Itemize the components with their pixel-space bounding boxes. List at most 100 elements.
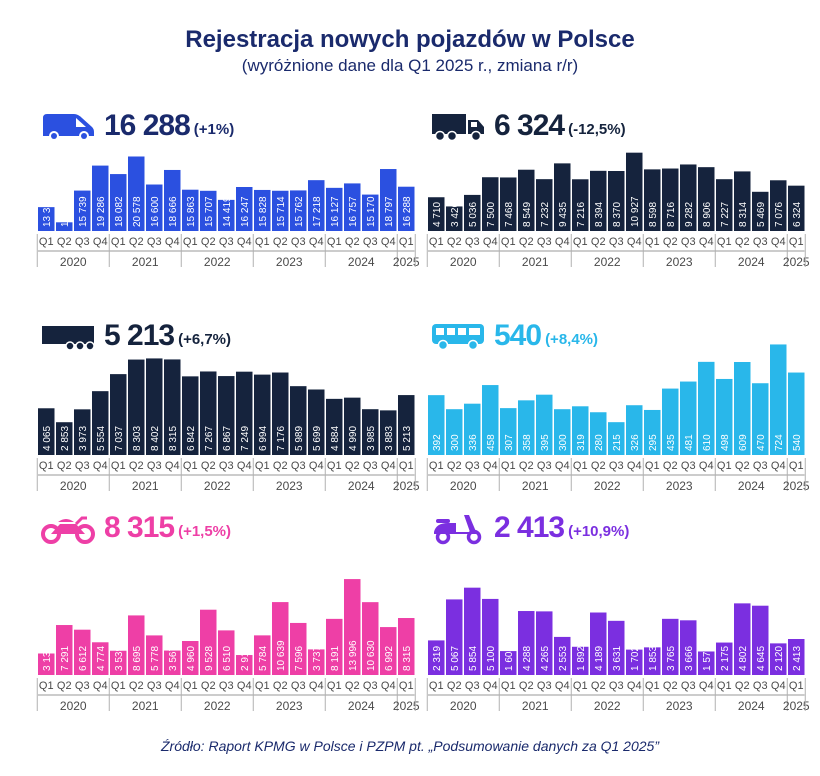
bar <box>290 190 307 231</box>
quarter-tick-label: Q1 <box>183 460 198 472</box>
bar <box>644 409 661 455</box>
quarter-tick-label: Q1 <box>183 680 198 692</box>
bar <box>662 388 679 455</box>
bar-chart: 13 389 Q1 11 234 Q2 15 739 Q3 19 286 Q4 18 082 Q1… <box>36 156 420 269</box>
year-tick-label: 2024 <box>348 479 375 493</box>
chart-headline: 16 288 (+1%) <box>40 108 234 144</box>
data-label: 9 435 <box>558 202 569 227</box>
year-tick-label: 2022 <box>204 699 231 713</box>
bar <box>200 371 217 455</box>
bar <box>344 183 361 231</box>
data-label: 8 598 <box>648 202 659 227</box>
bar-chart: 3 138 Q1 7 291 Q2 6 612 Q3 4 774 Q4 3 539 Q1 8 695… <box>36 579 420 713</box>
quarter-tick-label: Q3 <box>363 680 378 692</box>
bar <box>56 422 73 455</box>
bar <box>590 170 607 231</box>
source-note: Źródło: Raport KPMG w Polsce i PZPM pt. … <box>161 738 659 754</box>
quarter-tick-label: Q3 <box>363 460 378 472</box>
bar <box>572 406 589 455</box>
data-label: 5 067 <box>450 646 461 671</box>
bar <box>146 635 163 675</box>
bar <box>38 408 55 455</box>
bar <box>38 207 55 231</box>
year-tick-label: 2025 <box>783 255 810 269</box>
quarter-tick-label: Q4 <box>237 236 252 248</box>
bar <box>788 372 805 455</box>
bar <box>770 344 787 455</box>
data-label: 300 <box>450 434 461 451</box>
quarter-tick-label: Q4 <box>699 236 714 248</box>
bar <box>482 177 499 231</box>
year-tick-label: 2025 <box>393 699 420 713</box>
quarter-tick-label: Q4 <box>165 236 180 248</box>
data-label: 5 554 <box>96 426 107 451</box>
quarter-tick-label: Q1 <box>327 460 342 472</box>
year-tick-label: 2023 <box>276 479 303 493</box>
data-label: 470 <box>756 434 767 451</box>
quarter-tick-label: Q1 <box>111 680 126 692</box>
bar <box>698 651 715 675</box>
year-tick-label: 2023 <box>276 255 303 269</box>
bar <box>482 598 499 675</box>
bar <box>716 378 733 455</box>
year-tick-label: 2025 <box>393 255 420 269</box>
bar-chart: 392 Q1 300 Q2 336 Q3 458 Q4 307 Q1 358 Q2 395 Q3 300 Q4… <box>426 344 810 493</box>
quarter-tick-label: Q2 <box>663 236 678 248</box>
data-label: 5 699 <box>312 426 323 451</box>
data-label: 435 <box>666 434 677 451</box>
data-label: 2 175 <box>720 646 731 671</box>
data-label: 16 288 <box>402 196 413 227</box>
data-label: 3 426 <box>450 202 461 227</box>
year-tick-label: 2020 <box>450 255 477 269</box>
data-label: 13 389 <box>42 196 53 227</box>
quarter-tick-label: Q1 <box>501 460 516 472</box>
bar <box>254 635 271 675</box>
quarter-tick-label: Q4 <box>309 236 324 248</box>
year-tick-label: 2022 <box>594 699 621 713</box>
year-tick-label: 2021 <box>522 479 549 493</box>
data-label: 16 757 <box>348 196 359 227</box>
bar <box>182 376 199 455</box>
data-label: 8 402 <box>150 426 161 451</box>
data-label: 1 702 <box>630 646 641 671</box>
bar-chart: 4 710 Q1 3 426 Q2 5 036 Q3 7 500 Q4 7 468 Q1 8 549… <box>426 152 810 269</box>
data-label: 458 <box>486 434 497 451</box>
year-tick-label: 2023 <box>666 479 693 493</box>
bar <box>788 185 805 231</box>
quarter-tick-label: Q2 <box>447 680 462 692</box>
data-label: 7 468 <box>504 202 515 227</box>
bar <box>272 372 289 455</box>
quarter-tick-label: Q1 <box>255 236 270 248</box>
quarter-tick-label: Q1 <box>573 460 588 472</box>
data-label: 319 <box>576 434 587 451</box>
quarter-tick-label: Q1 <box>327 680 342 692</box>
data-label: 10 630 <box>366 640 377 671</box>
data-label: 8 394 <box>594 202 605 227</box>
year-tick-label: 2021 <box>132 699 159 713</box>
quarter-tick-label: Q1 <box>501 680 516 692</box>
data-label: 7 249 <box>240 426 251 451</box>
quarter-tick-label: Q2 <box>447 460 462 472</box>
data-label: 6 612 <box>78 646 89 671</box>
year-tick-label: 2022 <box>594 479 621 493</box>
quarter-tick-label: Q4 <box>309 460 324 472</box>
quarter-tick-label: Q4 <box>237 680 252 692</box>
data-label: 8 370 <box>612 202 623 227</box>
bar <box>644 647 661 675</box>
data-label: 5 036 <box>468 202 479 227</box>
data-label: 3 985 <box>366 426 377 451</box>
quarter-tick-label: Q4 <box>93 460 108 472</box>
quarter-tick-label: Q4 <box>771 680 786 692</box>
bar <box>56 625 73 675</box>
bar <box>698 167 715 231</box>
bar <box>182 641 199 675</box>
bar <box>536 394 553 455</box>
data-label: 18 666 <box>168 196 179 227</box>
quarter-tick-label: Q2 <box>57 236 72 248</box>
bar <box>554 636 571 675</box>
data-label: 2 120 <box>774 646 785 671</box>
data-label: 1 853 <box>648 646 659 671</box>
quarter-tick-label: Q2 <box>273 460 288 472</box>
quarter-tick-label: Q4 <box>627 460 642 472</box>
bar <box>770 643 787 675</box>
